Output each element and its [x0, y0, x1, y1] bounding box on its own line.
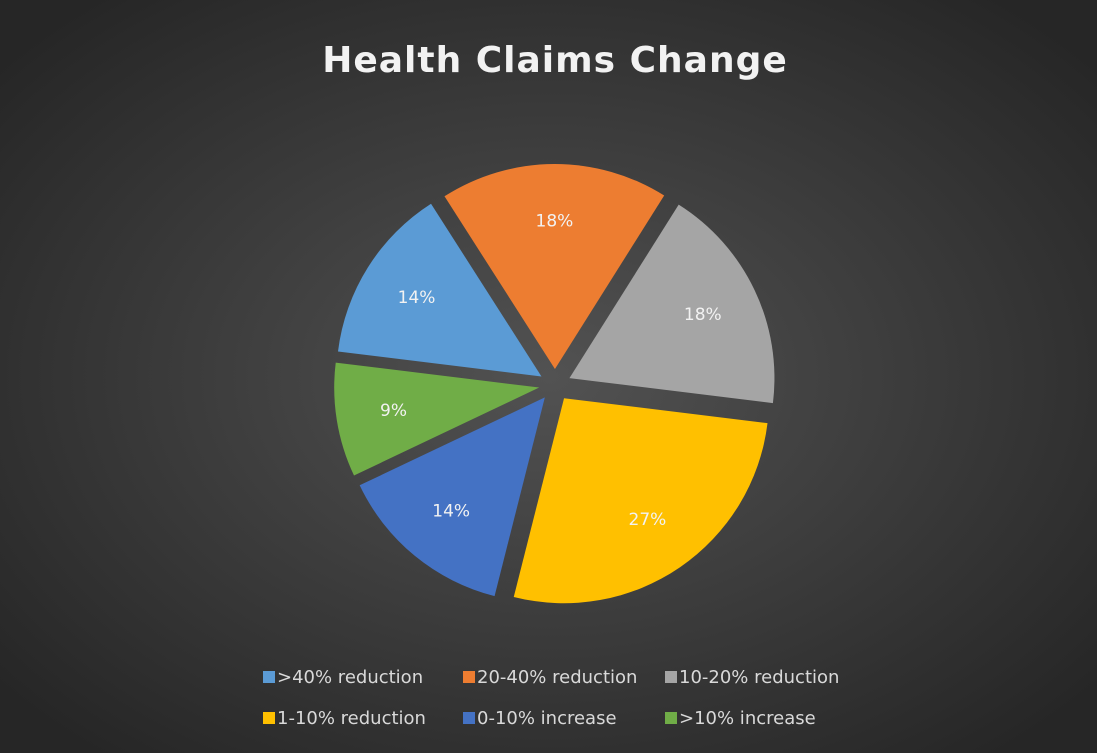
legend-swatch	[263, 671, 275, 683]
pie-slice	[359, 397, 545, 597]
pie-slice	[337, 203, 542, 377]
data-label: 14%	[432, 501, 470, 521]
pie-slice	[569, 204, 775, 404]
chart-title: Health Claims Change	[322, 40, 788, 81]
legend-swatch	[263, 712, 275, 724]
pie-slice	[334, 362, 540, 476]
data-label: 27%	[629, 510, 667, 530]
legend-label: 20-40% reduction	[477, 667, 637, 688]
legend-label: 1-10% reduction	[277, 708, 426, 729]
legend-swatch	[463, 671, 475, 683]
pie-slice	[444, 164, 665, 370]
legend-label: 10-20% reduction	[679, 667, 839, 688]
data-label: 18%	[684, 305, 722, 325]
data-label: 18%	[536, 211, 574, 231]
legend-label: >40% reduction	[277, 667, 423, 688]
data-label: 9%	[380, 401, 407, 421]
legend-label: 0-10% increase	[477, 708, 617, 729]
legend-label: >10% increase	[679, 708, 816, 729]
legend-swatch	[665, 712, 677, 724]
legend-swatch	[463, 712, 475, 724]
pie-slice	[513, 398, 768, 604]
legend-swatch	[665, 671, 677, 683]
data-label: 14%	[398, 288, 436, 308]
